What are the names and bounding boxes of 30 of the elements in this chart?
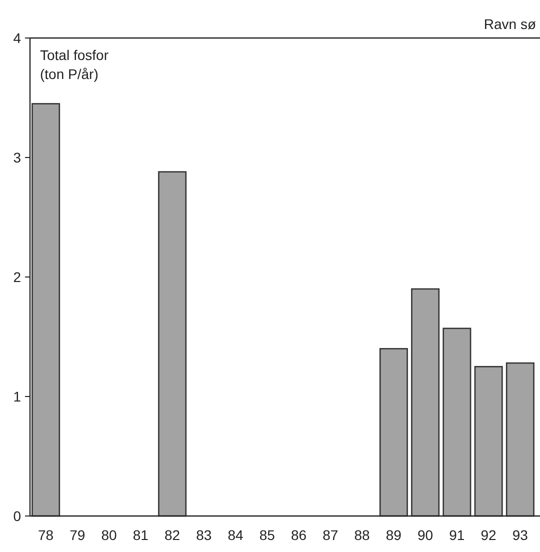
chart-title: Ravn sø <box>484 16 536 32</box>
bar <box>474 366 503 517</box>
x-tick-label: 93 <box>512 527 528 543</box>
y-tick-label: 2 <box>13 268 22 285</box>
x-tick-label: 85 <box>259 527 276 543</box>
x-tick-label: 83 <box>196 527 212 543</box>
x-tick-label: 86 <box>291 527 307 543</box>
x-tick-label: 79 <box>70 527 86 543</box>
bar <box>442 328 472 517</box>
x-tick-label: 88 <box>354 527 370 543</box>
x-tick-label: 87 <box>322 527 338 543</box>
y-tick-label: 0 <box>13 508 22 524</box>
bar <box>411 288 440 517</box>
x-tick-label: 82 <box>164 527 180 543</box>
y-tick-label: 4 <box>13 30 22 46</box>
x-tick-label: 81 <box>132 527 149 543</box>
x-tick-label: 91 <box>449 527 465 543</box>
bar <box>158 171 187 517</box>
y-axis-title: Total fosfor (ton P/år) <box>40 47 109 82</box>
y-tick-label: 1 <box>13 388 22 404</box>
x-tick-label: 90 <box>418 527 434 543</box>
x-tick-label: 89 <box>386 527 402 543</box>
x-tick-label: 80 <box>101 527 118 543</box>
x-tick-label: 78 <box>38 527 54 543</box>
x-tick-label: 84 <box>228 527 244 543</box>
bar <box>506 362 534 517</box>
bar <box>379 348 408 517</box>
x-tick-label: 92 <box>480 527 497 543</box>
y-tick-label: 3 <box>13 149 22 166</box>
bar <box>32 103 60 517</box>
